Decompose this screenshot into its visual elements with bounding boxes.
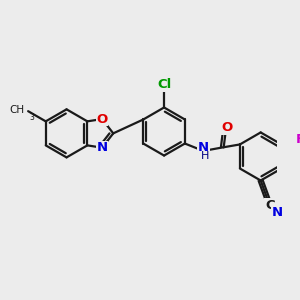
Text: H: H — [201, 152, 209, 161]
Text: 3: 3 — [29, 113, 34, 122]
Text: N: N — [198, 141, 209, 154]
Text: O: O — [222, 121, 233, 134]
Text: O: O — [97, 112, 108, 125]
Text: N: N — [97, 141, 108, 154]
Text: N: N — [272, 206, 283, 219]
Text: CH: CH — [9, 105, 24, 115]
Text: C: C — [265, 199, 275, 212]
Text: F: F — [296, 133, 300, 146]
Text: Cl: Cl — [157, 78, 171, 91]
